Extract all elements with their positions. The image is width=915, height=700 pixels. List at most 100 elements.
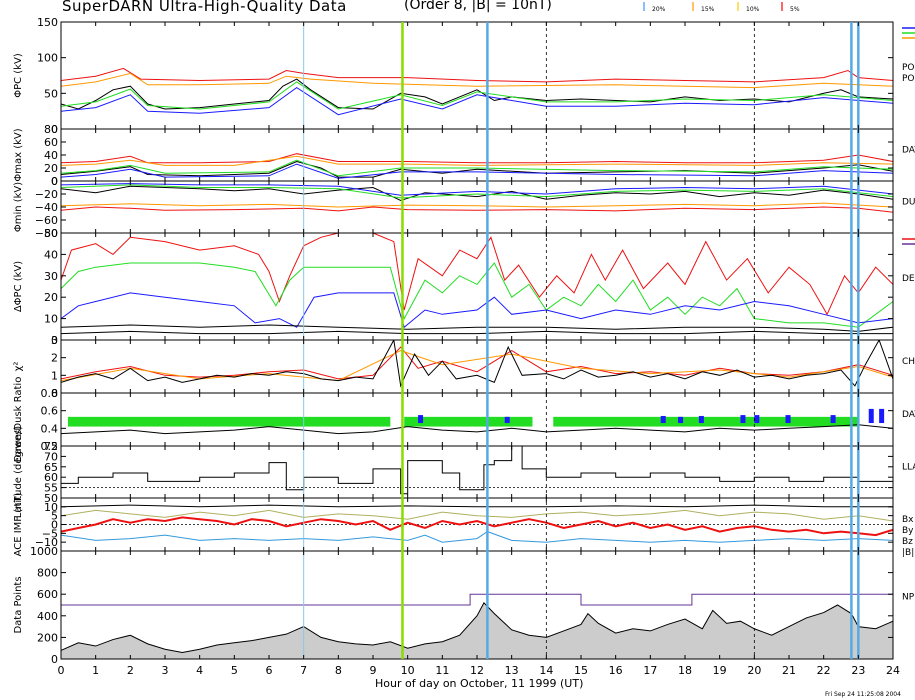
- y-tick-label: −10: [35, 536, 58, 549]
- series-line-red: [61, 206, 893, 213]
- series-line-black: [61, 324, 893, 332]
- right-label: |B|: [902, 548, 914, 558]
- y-tick-label: 65: [44, 461, 58, 474]
- chart-title: SuperDARN Ultra-High-Quality Data: [62, 0, 347, 15]
- y-tick-label: 5: [51, 510, 58, 523]
- x-tick-label: 6: [266, 664, 273, 677]
- y-tick-label: 80: [44, 123, 58, 136]
- y-tick-label: −5: [42, 527, 58, 540]
- x-tick-label: 8: [335, 664, 342, 677]
- y-tick-label: 0.4: [41, 422, 59, 435]
- y-tick-label: 1: [51, 369, 58, 382]
- ratio-green-band: [67, 416, 391, 427]
- panel-frame-dphipc: [60, 232, 894, 341]
- y-tick-label: 70: [44, 450, 58, 463]
- x-tick-label: 0: [58, 664, 65, 677]
- x-tick-label: 1: [92, 664, 99, 677]
- series-line-orange: [61, 155, 893, 166]
- series-line-green: [61, 262, 893, 328]
- y-tick-label: 0.2: [41, 440, 59, 453]
- y-tick-label: 50: [44, 492, 58, 505]
- panel-frame-chi: [60, 339, 894, 394]
- series-line-black: [61, 330, 893, 335]
- right-label: DAY: [902, 145, 915, 155]
- right-label: NP: [902, 593, 915, 603]
- right-label: Bx: [902, 515, 914, 525]
- x-tick-label: 18: [678, 664, 692, 677]
- x-tick-label: 22: [817, 664, 831, 677]
- legend-label: 5%: [790, 6, 800, 13]
- y-tick-label: 60: [44, 136, 58, 149]
- y-tick-label: 75: [44, 440, 58, 453]
- y-tick-label: 800: [37, 567, 58, 580]
- series-line-orange: [61, 350, 893, 382]
- panel-frame-phimin: [60, 180, 894, 234]
- y-tick-label: 0: [51, 175, 58, 188]
- right-label: LLA: [902, 462, 915, 472]
- x-tick-label: 4: [196, 664, 203, 677]
- legend-label: 15%: [701, 6, 715, 13]
- y-tick-label: 200: [37, 631, 58, 644]
- x-tick-label: 17: [643, 664, 657, 677]
- y-tick-label: 60: [44, 471, 58, 484]
- y-tick-label: −20: [35, 188, 58, 201]
- x-tick-label: 23: [851, 664, 865, 677]
- ratio-blue-spike: [868, 408, 874, 424]
- series-line-orange: [61, 202, 893, 208]
- ratio-blue-spike: [830, 415, 836, 424]
- ratio-blue-spike: [740, 415, 746, 424]
- y-tick-label: 40: [44, 149, 58, 162]
- series-line-black: [61, 340, 893, 388]
- right-label: PO: [902, 74, 915, 84]
- x-axis-label: Hour of day on October, 11 1999 (UT): [375, 677, 584, 690]
- x-tick-label: 11: [435, 664, 449, 677]
- ratio-blue-spike: [754, 415, 760, 424]
- ratio-blue-spike: [660, 415, 666, 424]
- y-tick-label: 10: [44, 501, 58, 514]
- y-tick-label: 30: [44, 270, 58, 283]
- series-line-red: [61, 516, 893, 537]
- y-tick-label: 0: [51, 175, 58, 188]
- y-tick-label: −80: [35, 227, 58, 240]
- right-label: DU: [902, 197, 915, 207]
- y-tick-label: 10: [44, 313, 58, 326]
- y-tick-label: 0: [51, 387, 58, 400]
- series-line-blue: [61, 86, 893, 116]
- right-label: DAY: [902, 410, 915, 420]
- x-tick-label: 7: [300, 664, 307, 677]
- ratio-blue-spike: [879, 408, 885, 424]
- series-line-red: [61, 233, 893, 316]
- y-axis-label-lat: Latitude (degrees): [13, 426, 24, 518]
- x-tick-label: 13: [505, 664, 519, 677]
- y-axis-label-npts: Data Points: [13, 576, 24, 633]
- y-tick-label: 150: [37, 16, 58, 29]
- x-tick-label: 5: [231, 664, 238, 677]
- series-line-purple: [61, 593, 893, 606]
- y-axis-label-imf: ACE IMF (nT): [13, 492, 24, 556]
- series-line-olive: [61, 509, 893, 522]
- y-tick-label: 0: [51, 334, 58, 347]
- series-line-black: [61, 504, 893, 508]
- x-tick-label: 9: [370, 664, 377, 677]
- y-axis-label-phimax: Φmax (kV): [13, 128, 24, 181]
- ratio-blue-spike: [418, 415, 424, 424]
- series-line-red: [61, 67, 893, 83]
- y-axis-label-chi: χ²: [13, 362, 24, 372]
- x-tick-label: 24: [886, 664, 900, 677]
- x-tick-label: 12: [470, 664, 484, 677]
- y-tick-label: 0: [51, 123, 58, 136]
- right-label: By: [902, 526, 914, 536]
- y-tick-label: 55: [44, 482, 58, 495]
- series-line-blue: [61, 292, 893, 329]
- series-line-cyan: [61, 531, 893, 543]
- y-tick-label: 0: [51, 519, 58, 532]
- right-label: DE: [902, 274, 915, 284]
- y-axis-label-ratio: Dawn/Dusk Ratio: [13, 377, 24, 463]
- y-tick-label: 50: [44, 87, 58, 100]
- y-tick-label: −40: [35, 201, 58, 214]
- x-tick-label: 16: [609, 664, 623, 677]
- x-tick-label: 15: [574, 664, 588, 677]
- y-tick-label: 40: [44, 248, 58, 261]
- series-line-red: [61, 346, 893, 380]
- right-label: CH: [902, 357, 915, 367]
